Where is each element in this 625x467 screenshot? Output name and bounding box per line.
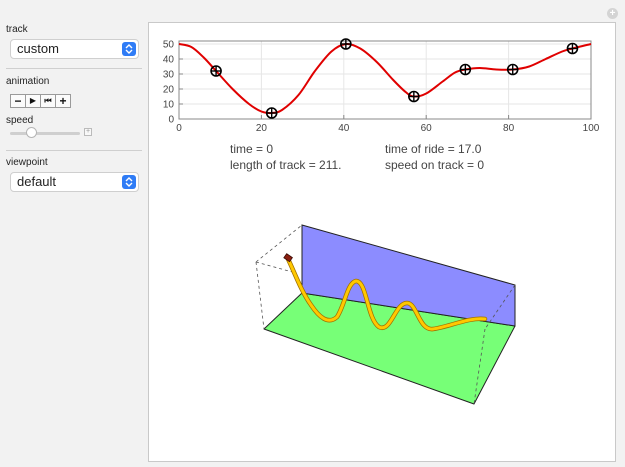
y-tick-label: 20 <box>163 85 175 96</box>
x-tick-label: 40 <box>338 123 350 134</box>
control-point[interactable] <box>566 42 579 55</box>
animation-label: animation <box>6 76 50 87</box>
faster-button[interactable]: + <box>55 94 71 108</box>
track-profile-chart[interactable]: 0 20 40 60 80 100 0 10 20 30 40 50 <box>149 23 615 143</box>
control-point[interactable] <box>506 63 519 76</box>
y-tick-label: 10 <box>163 100 175 111</box>
ride-time-readout: time of ride = 17.0 <box>385 142 482 156</box>
play-button[interactable]: ▶ <box>25 94 41 108</box>
track-select-value: custom <box>17 41 59 56</box>
control-point[interactable] <box>265 107 278 119</box>
control-point[interactable] <box>408 90 420 103</box>
y-tick-label: 40 <box>163 55 175 66</box>
coaster-car <box>283 253 293 263</box>
expand-corner-icon[interactable]: + <box>607 8 618 19</box>
control-point[interactable] <box>340 38 352 50</box>
divider <box>6 150 142 151</box>
track-select[interactable]: custom <box>10 39 139 59</box>
reset-button[interactable]: ⏮ <box>40 94 56 108</box>
plot-frame <box>178 40 592 120</box>
viewpoint-select[interactable]: default <box>10 172 139 192</box>
track-length-readout: length of track = 211. <box>230 158 342 172</box>
output-panel: 0 20 40 60 80 100 0 10 20 30 40 50 time = 0 length … <box>148 22 616 462</box>
slower-button[interactable]: − <box>10 94 26 108</box>
x-tick-label: 20 <box>256 123 268 134</box>
control-point[interactable] <box>459 63 472 76</box>
divider <box>6 68 142 69</box>
viewpoint-label: viewpoint <box>6 157 48 168</box>
y-tick-label: 0 <box>168 115 174 126</box>
track-profile-line <box>178 42 592 115</box>
y-tick-label: 30 <box>163 70 175 81</box>
coaster-3d-view[interactable] <box>149 201 615 461</box>
time-readout: time = 0 <box>230 142 274 156</box>
x-tick-label: 80 <box>503 123 515 134</box>
track-label: track <box>6 24 28 35</box>
control-panel: track custom animation − ▶ ⏮ + speed + v… <box>0 0 148 467</box>
x-tick-label: 60 <box>421 123 433 134</box>
viewpoint-select-value: default <box>17 174 57 189</box>
speed-slider-thumb[interactable] <box>26 127 37 138</box>
animation-buttons: − ▶ ⏮ + <box>10 94 71 108</box>
speed-slider[interactable] <box>10 132 80 135</box>
x-tick-label: 0 <box>176 123 182 134</box>
x-tick-label: 100 <box>583 123 600 134</box>
chevron-updown-icon <box>122 175 136 189</box>
track-speed-readout: speed on track = 0 <box>385 158 485 172</box>
speed-label: speed <box>6 115 34 126</box>
bounding-box-edges <box>255 224 516 405</box>
speed-expand-icon[interactable]: + <box>84 128 92 136</box>
y-tick-label: 50 <box>163 40 175 51</box>
control-point[interactable] <box>210 65 222 77</box>
chevron-updown-icon <box>122 42 136 56</box>
